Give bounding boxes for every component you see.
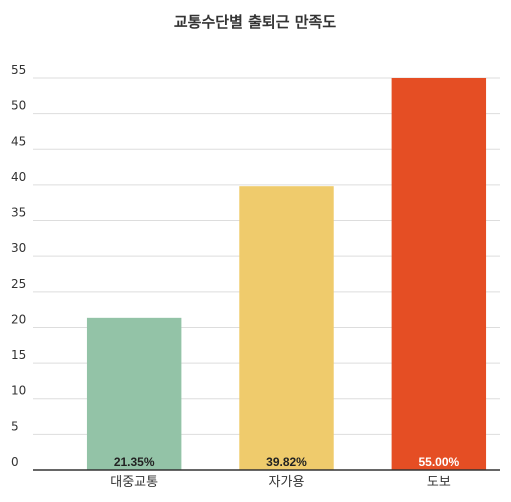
y-tick-label: 0 (11, 455, 19, 469)
bar (86, 317, 182, 470)
chart-title: 교통수단별 출퇴근 만족도 (174, 13, 336, 31)
y-tick-label: 20 (11, 312, 26, 326)
y-tick-label: 45 (11, 134, 26, 148)
data-label: 55.00% (418, 455, 459, 469)
data-label: 21.35% (114, 455, 155, 469)
y-tick-label: 25 (11, 277, 26, 291)
y-tick-label: 30 (11, 241, 26, 255)
y-tick-label: 55 (11, 63, 26, 77)
y-tick-label: 10 (11, 384, 26, 398)
y-tick-label: 35 (11, 206, 26, 220)
x-category-label: 도보 (427, 475, 451, 490)
data-labels: 21.35% 39.82% 55.00% (114, 455, 460, 469)
x-category-label: 자가용 (269, 475, 305, 490)
bar (391, 78, 487, 470)
y-tick-label: 15 (11, 348, 26, 362)
x-axis-categories: 대중교통 자가용 도보 (110, 475, 451, 490)
data-label: 39.82% (266, 455, 307, 469)
y-axis-ticks: 0 5 10 15 20 25 30 35 40 45 50 55 (11, 63, 26, 469)
bars (86, 78, 487, 470)
y-tick-label: 5 (11, 419, 19, 433)
y-tick-label: 40 (11, 170, 26, 184)
y-tick-label: 50 (11, 99, 26, 113)
bar (239, 186, 334, 470)
x-category-label: 대중교통 (110, 475, 158, 490)
